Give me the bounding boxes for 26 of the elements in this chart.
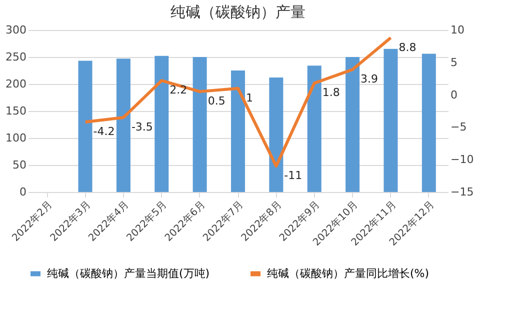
- line-series: [84, 36, 392, 168]
- data-label: 3.9: [360, 72, 378, 86]
- y-tick-label: 250: [6, 50, 26, 64]
- data-label: 8.8: [398, 40, 416, 54]
- y2-tick-label: −5: [450, 120, 467, 134]
- data-label: 2.2: [170, 84, 188, 97]
- y-tick-label: 100: [6, 132, 26, 144]
- data-label: -4.2: [93, 125, 115, 138]
- y2-tick-label: −15: [450, 186, 474, 198]
- y2-tick-label: 5: [450, 56, 458, 69]
- legend-label: 纯碱（碳酸钠）产量当期值(万吨): [47, 266, 210, 280]
- data-label: -11: [284, 169, 302, 182]
- y-tick-label: 150: [6, 104, 26, 118]
- y2-tick-label: 0: [450, 88, 458, 102]
- data-label: 1.8: [322, 86, 340, 100]
- data-label: 1: [246, 91, 253, 104]
- chart-title: 纯碱（碳酸钠）产量: [170, 3, 306, 21]
- y2-tick-label: 10: [450, 24, 464, 36]
- y-tick-label: 50: [12, 158, 26, 172]
- y-tick-label: 300: [6, 24, 26, 36]
- y-tick-label: 0: [20, 186, 26, 198]
- data-label: 0.5: [208, 94, 226, 108]
- data-label: -3.5: [131, 120, 153, 134]
- y-tick-label: 200: [6, 78, 26, 90]
- y2-tick-label: −10: [450, 153, 474, 166]
- legend-label: 纯碱（碳酸钠）产量同比增长(%): [267, 266, 430, 280]
